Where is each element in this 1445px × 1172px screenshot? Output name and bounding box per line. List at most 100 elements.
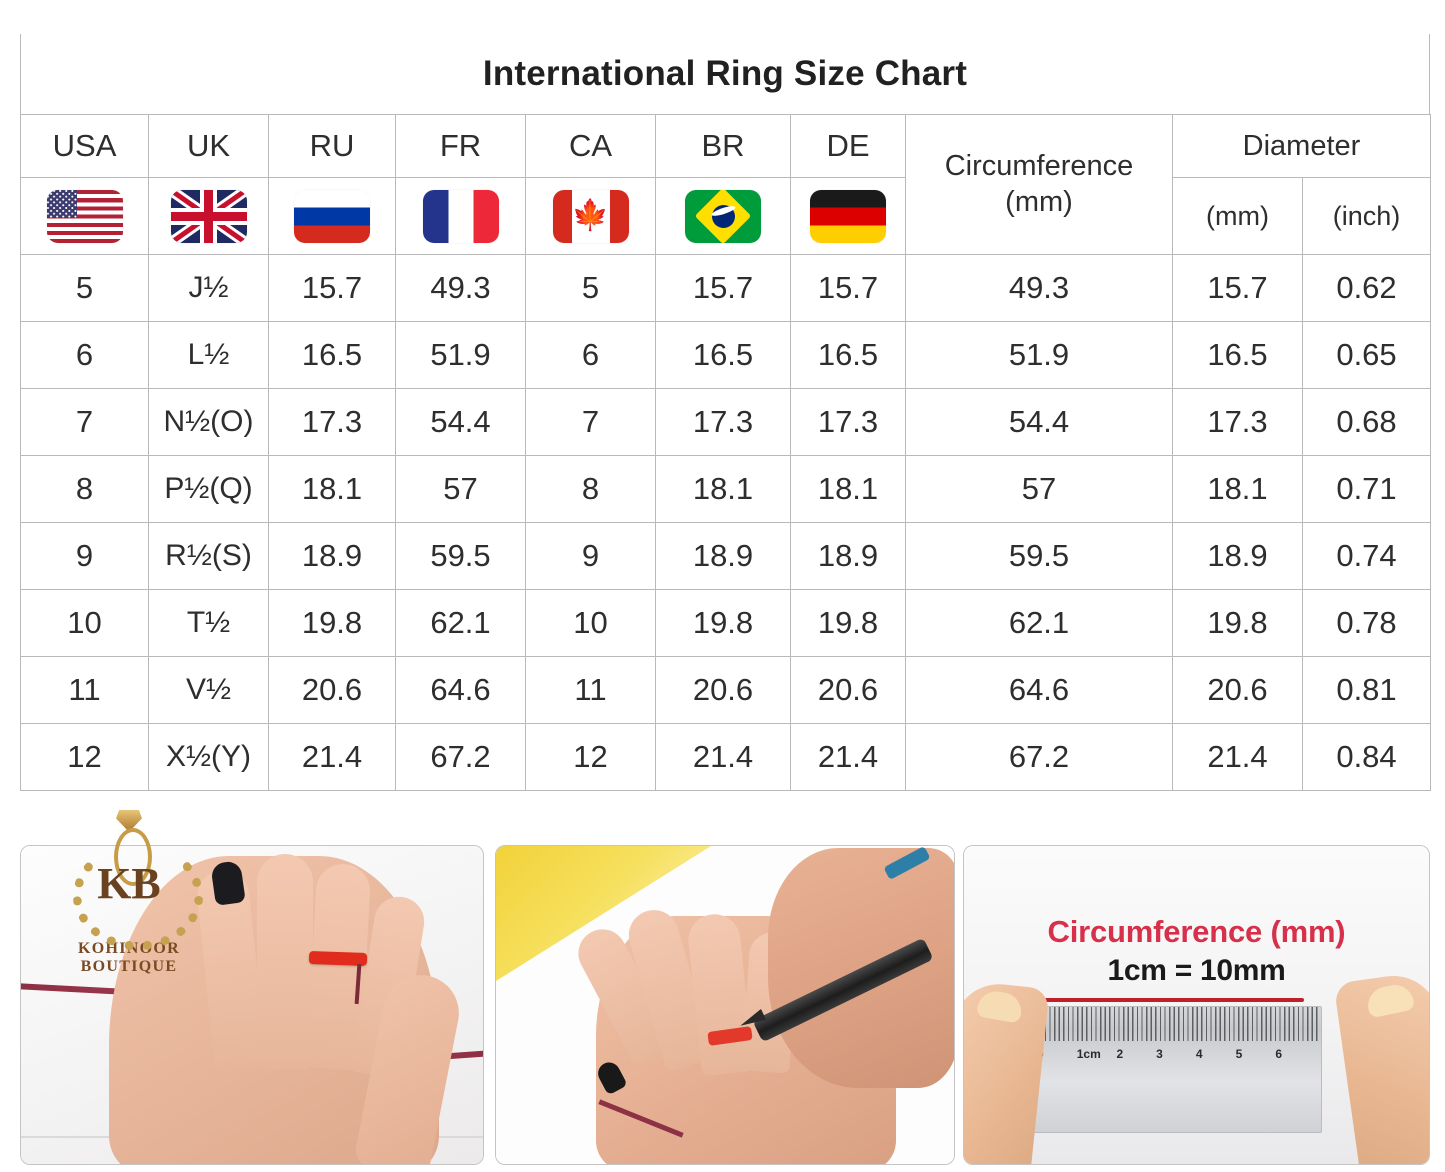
cell-diameter-mm: 19.8 [1172,589,1303,657]
cell-circumference-mm: 51.9 [905,321,1173,389]
col-header-ca: CA [525,114,656,178]
cell-ru-size: 18.9 [268,522,396,590]
ruler-shape: 01cm23456 [1030,1006,1322,1133]
table-row: 5 J½ 15.7 49.3 5 15.7 15.7 49.3 15.7 0.62 [20,254,1431,322]
cell-diameter-mm: 15.7 [1172,254,1303,322]
table-row: 7 N½(O) 17.3 54.4 7 17.3 17.3 54.4 17.3 0.68 [20,388,1431,456]
cell-diameter-mm: 16.5 [1172,321,1303,389]
maple-leaf-icon: 🍁 [571,199,610,232]
cell-usa-size: 6 [20,321,149,389]
col-header-fr: FR [395,114,526,178]
cell-br-size: 17.3 [655,388,791,456]
flag-usa-icon [46,189,123,243]
flag-cell-fr [395,177,526,255]
table-row: 8 P½(Q) 18.1 57 8 18.1 18.1 57 18.1 0.71 [20,455,1431,523]
flag-cell-usa [20,177,149,255]
cell-ru-size: 17.3 [268,388,396,456]
cell-ru-size: 16.5 [268,321,396,389]
cell-br-size: 19.8 [655,589,791,657]
table-row: 9 R½(S) 18.9 59.5 9 18.9 18.9 59.5 18.9 0.74 [20,522,1431,590]
ruler-ticks [1031,1007,1321,1041]
cell-ru-size: 19.8 [268,589,396,657]
cell-fr-size: 49.3 [395,254,526,322]
cell-uk-size: L½ [148,321,269,389]
ruler-mark: 4 [1195,1047,1203,1061]
cell-diameter-mm: 20.6 [1172,656,1303,724]
cell-ru-size: 15.7 [268,254,396,322]
ring-size-table: USA UK RU FR CA BR DE Circumference (mm)… [20,114,1431,791]
flag-cell-ca: 🍁 [525,177,656,255]
cell-ru-size: 21.4 [268,723,396,791]
ruler-mark: 3 [1156,1047,1163,1061]
cell-uk-size: N½(O) [148,388,269,456]
hand-with-pen-illustration [496,846,954,1164]
cell-diameter-mm: 18.1 [1172,455,1303,523]
col-header-diameter-inch: (inch) [1302,177,1431,255]
ruler-number-labels: 01cm23456 [1031,1041,1321,1067]
cell-fr-size: 59.5 [395,522,526,590]
cell-diameter-mm: 18.9 [1172,522,1303,590]
cell-de-size: 18.1 [790,455,906,523]
cell-fr-size: 57 [395,455,526,523]
cell-fr-size: 67.2 [395,723,526,791]
cell-uk-size: J½ [148,254,269,322]
cell-usa-size: 9 [20,522,149,590]
cell-ca-size: 10 [525,589,656,657]
cell-ca-size: 9 [525,522,656,590]
cell-ca-size: 6 [525,321,656,389]
red-string-stretched [1020,998,1304,1002]
cell-uk-size: V½ [148,656,269,724]
cell-circumference-mm: 54.4 [905,388,1173,456]
cell-circumference-mm: 67.2 [905,723,1173,791]
flag-cell-br [655,177,791,255]
cell-de-size: 18.9 [790,522,906,590]
flag-russia-icon [294,189,370,243]
cell-ca-size: 8 [525,455,656,523]
flag-uk-icon [170,189,247,243]
measure-subcaption: 1cm = 10mm [1107,954,1286,987]
cell-ca-size: 7 [525,388,656,456]
cell-de-size: 21.4 [790,723,906,791]
cell-ru-size: 20.6 [268,656,396,724]
col-header-circumference: Circumference (mm) [905,114,1173,255]
cell-diameter-inch: 0.74 [1302,522,1431,590]
cell-diameter-inch: 0.68 [1302,388,1431,456]
ruler-mark: 1cm [1076,1047,1101,1061]
cell-diameter-inch: 0.65 [1302,321,1431,389]
flag-france-icon [422,189,499,243]
table-row: 10 T½ 19.8 62.1 10 19.8 19.8 62.1 19.8 0.78 [20,589,1431,657]
col-header-ru: RU [268,114,396,178]
black-nail-polish [210,860,246,906]
cell-usa-size: 8 [20,455,149,523]
cell-fr-size: 54.4 [395,388,526,456]
flag-canada-icon: 🍁 [552,189,629,243]
col-header-diameter-mm: (mm) [1172,177,1303,255]
cell-usa-size: 10 [20,589,149,657]
measure-caption: Circumference (mm) [1047,914,1346,949]
cell-diameter-inch: 0.84 [1302,723,1431,791]
cell-circumference-mm: 64.6 [905,656,1173,724]
cell-de-size: 19.8 [790,589,906,657]
cell-de-size: 16.5 [790,321,906,389]
diamond-icon [116,810,142,832]
cell-circumference-mm: 49.3 [905,254,1173,322]
step-photo-measure-ruler: Circumference (mm) 1cm = 10mm 01cm23456 [963,845,1430,1165]
cell-circumference-mm: 62.1 [905,589,1173,657]
cell-br-size: 16.5 [655,321,791,389]
flag-germany-icon [810,189,886,243]
ruler-mark: 6 [1275,1047,1282,1061]
cell-diameter-inch: 0.71 [1302,455,1431,523]
cell-diameter-mm: 17.3 [1172,388,1303,456]
step-photo-mark-string [495,845,955,1165]
cell-br-size: 18.9 [655,522,791,590]
cell-uk-size: X½(Y) [148,723,269,791]
col-header-br: BR [655,114,791,178]
step-photo-wrap-string [20,845,484,1165]
ruler-mark: 5 [1235,1047,1243,1061]
cell-br-size: 20.6 [655,656,791,724]
col-header-uk: UK [148,114,269,178]
ruler-measurement-illustration: Circumference (mm) 1cm = 10mm 01cm23456 [964,846,1429,1164]
flag-cell-ru [268,177,396,255]
table-body: 5 J½ 15.7 49.3 5 15.7 15.7 49.3 15.7 0.62 6 L½ 16.5 5… [20,254,1431,791]
cell-br-size: 21.4 [655,723,791,791]
